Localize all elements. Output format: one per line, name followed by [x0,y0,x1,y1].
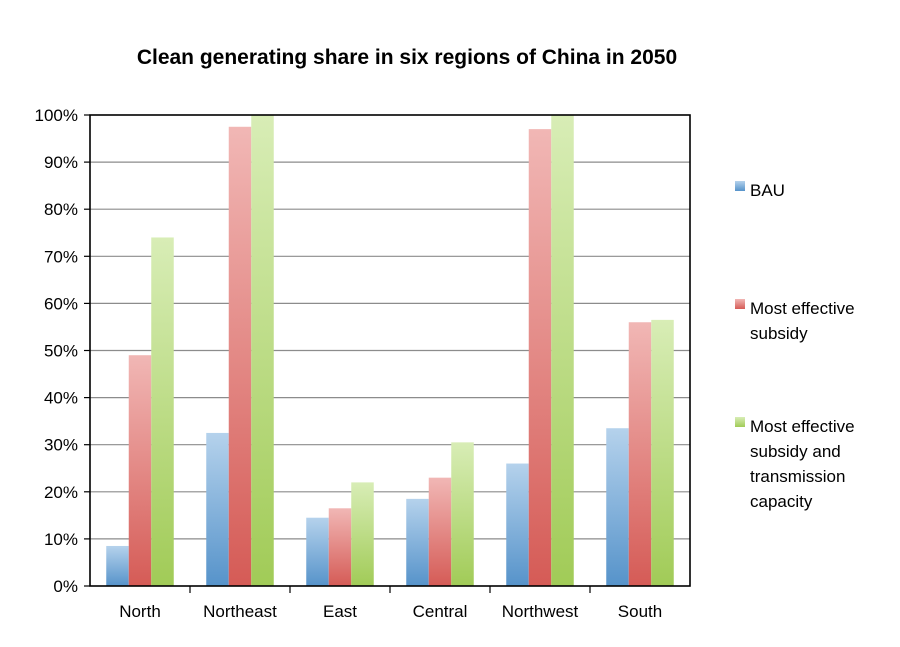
y-tick-label: 40% [44,389,78,408]
bar-south-series-2 [628,322,652,586]
legend: BAU Most effective subsidy Most effective su… [735,181,855,511]
chart-title: Clean generating share in six regions of… [137,46,677,69]
x-tick-label: Central [413,602,468,621]
x-tick-label: Northwest [502,602,579,621]
y-tick-label: 70% [44,247,78,266]
y-tick-label: 30% [44,436,78,455]
bar-north-series-1 [106,545,129,586]
bar-east-series-1 [306,517,329,586]
y-tick-label: 20% [44,483,78,502]
bar-north-series-3 [151,237,174,586]
bar-northwest-series-3 [551,115,574,586]
bar-central-series-3 [451,442,474,586]
bar-northwest-series-1 [506,463,529,586]
bars [106,115,674,587]
bar-northwest-series-2 [528,129,552,586]
bar-northeast-series-2 [228,126,252,587]
y-tick-label: 60% [44,294,78,313]
legend-label: Most effective subsidy [750,299,855,343]
y-tick-label: 10% [44,530,78,549]
bar-northeast-series-1 [206,432,229,586]
legend-label: BAU [750,181,785,200]
x-tick-label: Northeast [203,602,277,621]
legend-swatch [735,181,745,191]
x-tick-label: East [323,602,357,621]
legend-swatch [735,417,745,427]
y-tick-label: 0% [53,577,78,596]
y-axis-ticks: 0% 10% 20% 30% 40% 50% 60% 70% 80% 90% 100% [35,106,90,596]
bar-south-series-3 [651,319,674,586]
x-tick-label: South [618,602,662,621]
bar-south-series-1 [606,428,629,586]
y-tick-label: 100% [35,106,78,125]
bar-central-series-2 [428,477,452,586]
bar-north-series-2 [128,355,152,586]
y-tick-label: 80% [44,200,78,219]
legend-swatch [735,299,745,309]
x-axis-ticks: North Northeast East Central Northwest South [119,586,662,621]
gridlines [90,161,690,540]
bar-east-series-3 [351,482,374,586]
bar-east-series-2 [328,508,352,586]
bar-northeast-series-3 [251,115,274,586]
legend-label: Most effective subsidy and transmission cap… [750,417,855,511]
y-tick-label: 50% [44,342,78,361]
bar-central-series-1 [406,498,429,586]
y-tick-label: 90% [44,153,78,172]
x-tick-label: North [119,602,161,621]
